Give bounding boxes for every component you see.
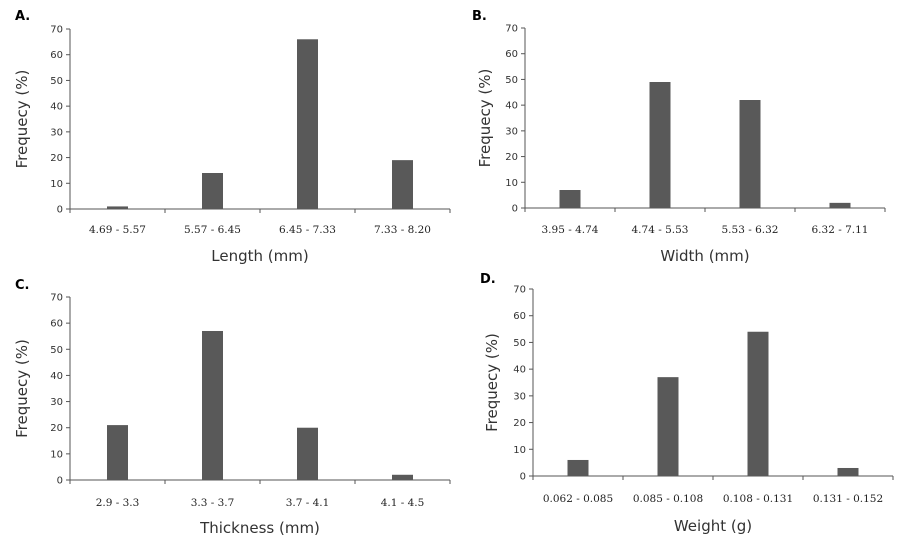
x-tick-label: 2.9 - 3.3 [96,497,140,509]
bar [657,377,679,476]
y-tick-label: 60 [513,311,526,322]
y-tick-label: 60 [505,49,518,60]
x-tick-label: 0.085 - 0.108 [633,493,703,505]
y-tick-label: 10 [50,179,63,190]
x-tick-label: 7.33 - 8.20 [374,224,431,236]
y-tick-label: 30 [50,127,63,138]
x-tick-label: 3.3 - 3.7 [191,497,235,509]
y-tick-label: 50 [513,338,526,349]
y-tick-label: 0 [512,204,518,215]
x-tick-label: 4.1 - 4.5 [381,497,425,509]
bar [297,427,318,480]
panel-letter: A. [15,9,30,24]
y-tick-label: 20 [505,152,518,163]
bar [297,39,318,210]
bar [392,160,413,209]
x-tick-label: 5.57 - 6.45 [184,224,241,236]
x-tick-label: 6.32 - 7.11 [812,224,869,236]
y-tick-label: 60 [50,50,63,61]
panel-letter: C. [15,278,29,293]
y-tick-label: 20 [50,153,63,164]
y-tick-label: 20 [513,418,526,429]
bar [202,173,223,209]
bar [202,330,223,480]
y-tick-label: 50 [50,76,63,87]
bar [559,190,581,208]
x-tick-label: 5.53 - 6.32 [722,224,779,236]
x-tick-label: 6.45 - 7.33 [279,224,336,236]
x-tick-label: 0.108 - 0.131 [723,493,793,505]
bar [107,425,128,480]
bar [649,82,671,208]
y-tick-label: 20 [50,423,63,434]
x-axis-label: Thickness (mm) [199,519,320,537]
y-axis-label: Frequecy (%) [476,69,494,168]
x-tick-label: 4.74 - 5.53 [632,224,689,236]
y-tick-label: 10 [50,449,63,460]
y-tick-label: 60 [50,319,63,330]
bar [567,459,589,476]
chart-panel-2: B. 0 10 20 30 40 50 60 70 3.95 - 4.74 4.74 - 5.53 5… [472,9,886,265]
y-tick-label: 0 [57,476,63,487]
y-tick-label: 70 [505,24,518,35]
chart-panel-1: A. 0 10 20 30 40 50 60 70 4.69 - 5.57 5.57 - 6.45 6… [13,9,451,265]
bar [392,474,413,480]
y-axis-label: Frequecy (%) [13,339,31,438]
x-tick-label: 3.95 - 4.74 [542,224,599,236]
y-tick-label: 30 [50,397,63,408]
y-tick-label: 40 [505,101,518,112]
y-tick-label: 10 [505,178,518,189]
y-tick-label: 70 [50,25,63,36]
y-axis-label: Frequecy (%) [483,333,501,432]
x-tick-label: 0.131 - 0.152 [813,493,883,505]
y-tick-label: 50 [505,75,518,86]
x-tick-label: 3.7 - 4.1 [286,497,330,509]
bar [739,100,761,208]
y-tick-label: 30 [513,391,526,402]
chart-panel-4: D. 0 10 20 30 40 50 60 70 0.062 - 0.085 0.085 - 0.… [480,272,894,535]
panel-letter: B. [472,9,487,24]
y-tick-label: 50 [50,345,63,356]
chart-panel-3: C. 0 10 20 30 40 50 60 70 2.9 - 3.3 3.3 - 3.7 3.7 -… [13,278,451,537]
x-axis-label: Width (mm) [660,247,749,265]
y-tick-label: 0 [520,472,526,483]
y-tick-label: 40 [50,371,63,382]
x-tick-label: 4.69 - 5.57 [89,224,146,236]
panel-letter: D. [480,272,496,287]
bar [107,206,128,209]
x-tick-label: 0.062 - 0.085 [543,493,613,505]
y-axis-label: Frequecy (%) [13,70,31,169]
x-axis-label: Weight (g) [674,517,752,535]
bar [747,331,769,476]
x-axis-label: Length (mm) [211,247,308,265]
y-tick-label: 70 [50,293,63,304]
y-tick-label: 70 [513,285,526,296]
y-tick-label: 40 [513,365,526,376]
y-tick-label: 0 [57,205,63,216]
y-tick-label: 30 [505,126,518,137]
y-tick-label: 40 [50,102,63,113]
bar [837,467,859,476]
y-tick-label: 10 [513,445,526,456]
bar [829,202,851,208]
